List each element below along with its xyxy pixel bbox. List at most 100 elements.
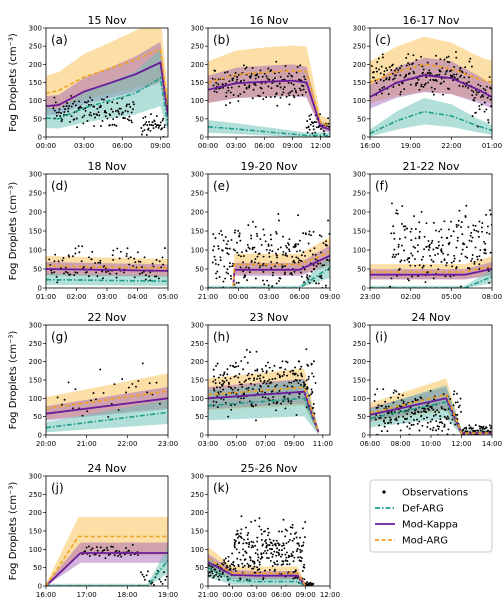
y-tick-label: 0 <box>200 285 204 293</box>
observation-point <box>308 583 311 586</box>
observation-point <box>459 66 462 69</box>
observation-point <box>247 246 250 249</box>
observation-point <box>414 411 416 414</box>
observation-point <box>277 542 279 545</box>
observation-point <box>209 565 212 568</box>
observation-point <box>412 70 415 73</box>
observation-point <box>148 382 151 385</box>
observation-point <box>282 542 285 545</box>
observation-point <box>293 259 295 262</box>
observation-point <box>272 271 275 274</box>
observation-point <box>456 236 459 239</box>
observation-point <box>215 81 218 84</box>
observation-point <box>284 254 287 257</box>
observation-point <box>71 407 74 410</box>
x-tick-label: 09:00 <box>284 440 304 448</box>
observation-point <box>412 54 415 57</box>
marg-band <box>370 36 492 104</box>
observation-point <box>262 376 265 379</box>
observation-point <box>404 236 407 239</box>
observation-point <box>428 71 430 74</box>
observation-point <box>306 387 309 390</box>
observation-point <box>155 115 158 118</box>
observation-point <box>477 429 480 432</box>
observation-point <box>400 223 403 225</box>
observation-point <box>414 397 417 400</box>
observation-point <box>418 221 421 224</box>
observation-point <box>438 230 441 233</box>
observation-point <box>237 365 240 368</box>
observation-point <box>227 253 230 256</box>
observation-point <box>314 131 317 134</box>
observation-point <box>431 429 434 432</box>
observation-point <box>159 124 162 127</box>
observation-point <box>315 282 318 285</box>
observation-point <box>54 253 57 256</box>
observation-point <box>397 415 400 418</box>
observation-point <box>256 255 259 258</box>
y-tick-label: 250 <box>29 43 42 51</box>
observation-point <box>100 98 103 101</box>
observation-point <box>290 400 293 403</box>
observation-point <box>303 268 306 271</box>
observation-point <box>323 132 326 135</box>
observation-point <box>239 558 242 561</box>
observation-point <box>256 235 259 238</box>
observation-point <box>158 402 161 405</box>
observation-point <box>434 413 437 416</box>
observation-point <box>94 116 96 119</box>
observation-point <box>251 97 254 100</box>
observation-point <box>312 360 315 363</box>
panel-h: 23 Nov(h)03:00 05:00 07:00 09:00 11:00050100… <box>191 311 333 448</box>
observation-point <box>479 249 482 251</box>
observation-point <box>458 209 461 212</box>
observation-point <box>311 132 314 135</box>
observation-point <box>161 256 164 259</box>
observation-point <box>110 402 113 405</box>
observation-point <box>294 366 296 369</box>
observation-point <box>263 380 266 383</box>
observation-point <box>231 265 234 268</box>
observation-point <box>431 239 434 242</box>
observation-point <box>398 393 400 396</box>
observation-point <box>232 262 235 265</box>
observation-point <box>88 555 91 557</box>
observation-point <box>68 105 71 107</box>
observation-point <box>297 542 300 545</box>
observation-point <box>82 122 85 125</box>
observation-point <box>425 416 428 419</box>
observation-point <box>477 235 480 238</box>
observation-point <box>224 247 227 249</box>
observation-point <box>391 63 394 66</box>
observation-point <box>284 65 287 67</box>
observation-point <box>281 544 283 547</box>
observation-point <box>233 564 236 567</box>
y-tick-label: 0 <box>200 134 204 142</box>
observation-point <box>226 373 229 376</box>
observation-point <box>414 228 417 230</box>
observation-point <box>278 543 281 546</box>
observation-point <box>411 275 414 278</box>
observation-point <box>273 561 276 564</box>
observation-point <box>295 536 298 539</box>
observation-point <box>480 259 483 262</box>
observation-point <box>407 279 410 282</box>
observation-point <box>272 553 274 556</box>
observation-point <box>232 77 235 80</box>
observation-point <box>295 414 298 416</box>
observation-point <box>237 100 240 102</box>
observation-point <box>280 366 282 369</box>
y-tick-label: 250 <box>353 190 366 198</box>
observation-point <box>462 429 465 431</box>
observation-point <box>477 83 480 86</box>
observation-point <box>489 251 492 254</box>
panel-tag: (d) <box>51 179 68 193</box>
observation-point <box>299 239 301 242</box>
observation-point <box>153 275 156 278</box>
observation-point <box>293 532 296 535</box>
observation-point <box>489 98 492 101</box>
panel-tag: (a) <box>51 33 68 47</box>
observation-point <box>286 560 289 562</box>
observation-point <box>85 271 88 273</box>
marg-line <box>46 535 168 586</box>
